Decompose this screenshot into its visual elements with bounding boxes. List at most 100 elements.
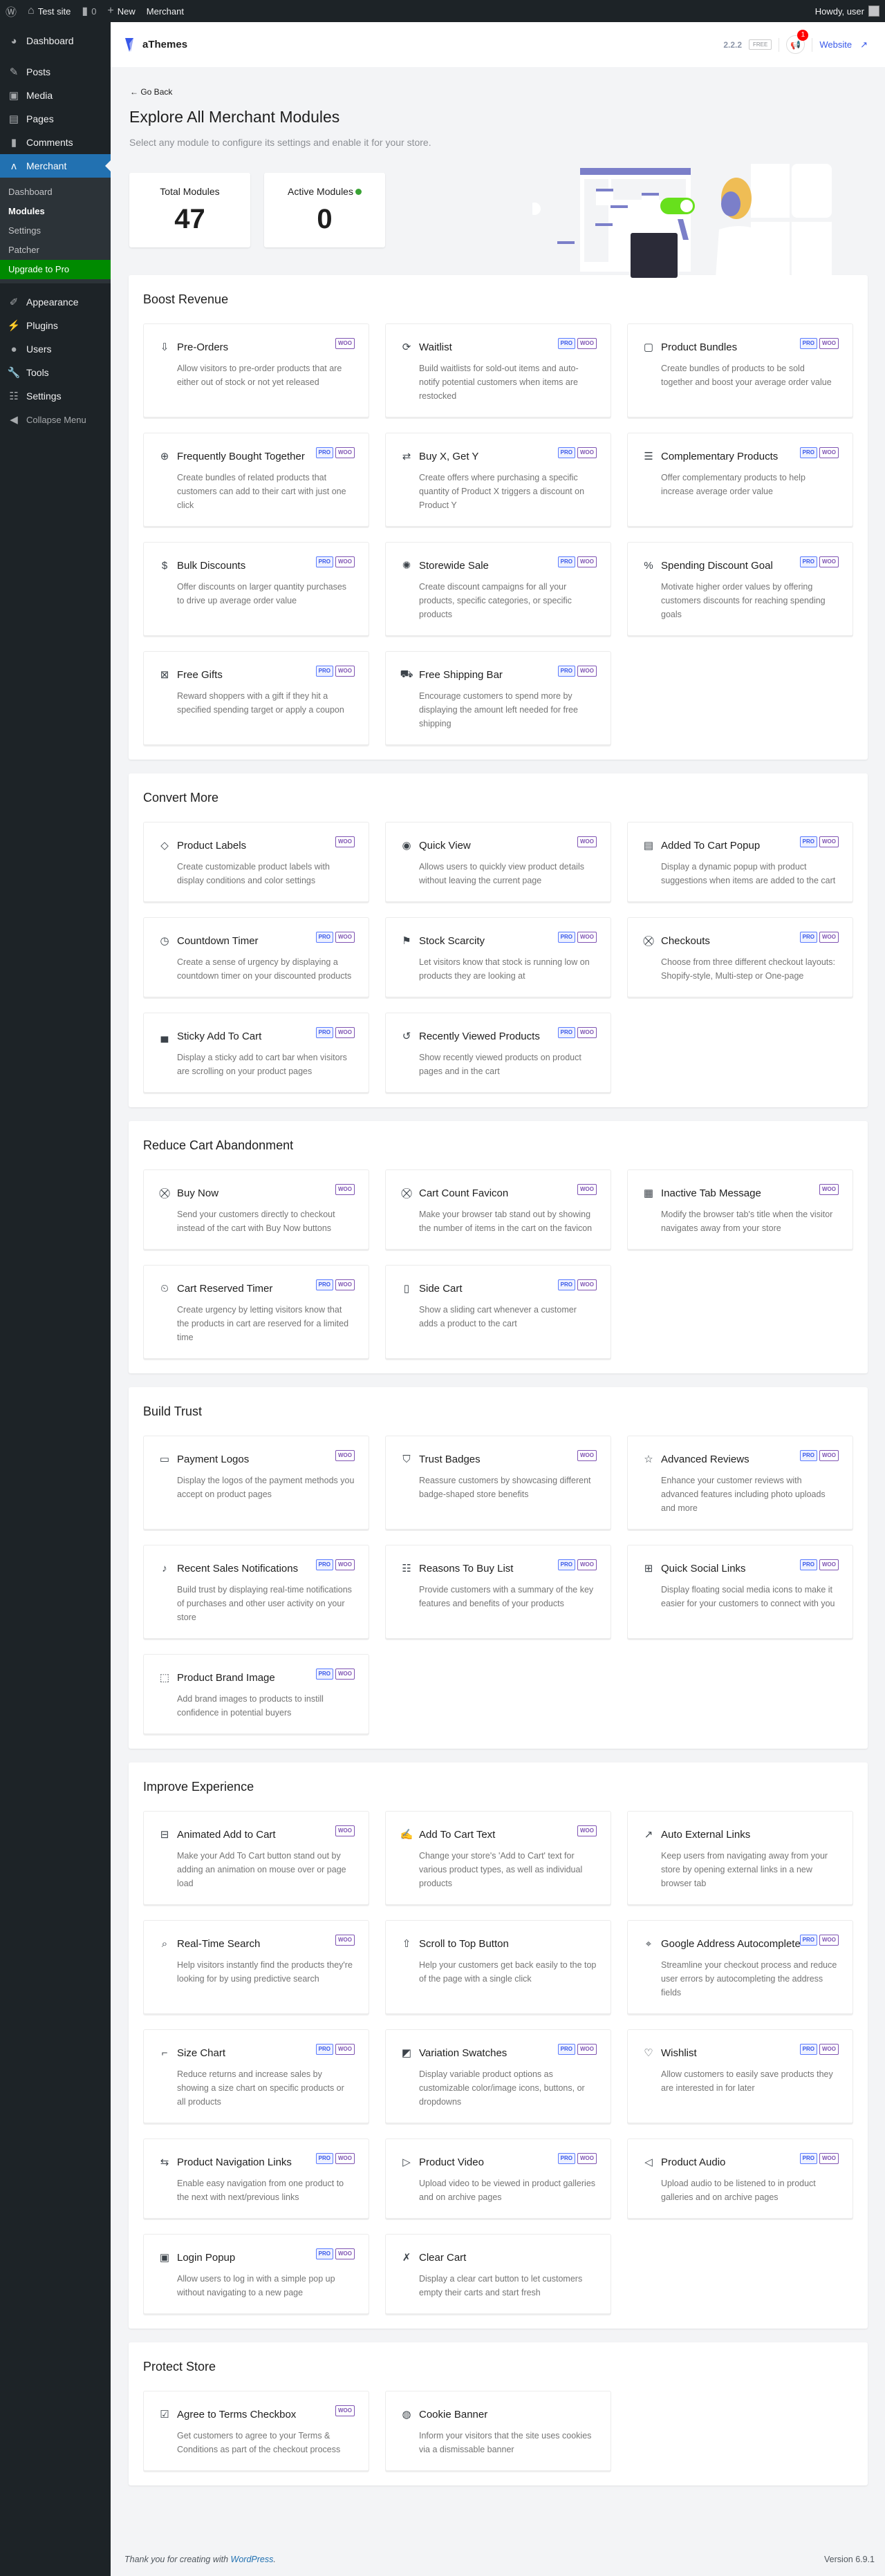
new-content-menu[interactable]: + New [102,0,140,22]
module-card[interactable]: ▣ Login Popup PRO WOO Allow users to log in … [143,2234,369,2314]
sidebar-item-media[interactable]: ▣ Media [0,84,111,107]
module-card[interactable]: ⊠ Free Gifts PRO WOO Reward shoppers with a … [143,651,369,745]
submenu-settings[interactable]: Settings [8,225,41,236]
module-title: Payment Logos [177,1453,250,1465]
module-card[interactable]: ▷ Product Video PRO WOO Upload video to be v… [385,2138,611,2219]
module-card[interactable]: ⌕ Real-Time Search WOO Help visitors instan… [143,1920,369,2014]
merchant-bar-link[interactable]: Merchant [141,0,189,22]
module-card[interactable]: ✗ Clear Cart Display a clear cart button t… [385,2234,611,2314]
module-card[interactable]: ⇩ Pre-Orders WOO Allow visitors to pre-orde… [143,323,369,417]
module-card[interactable]: ⛒ Cart Count Favicon WOO Make your browser … [385,1169,611,1250]
module-card[interactable]: ⛟ Free Shipping Bar PRO WOO Encourage custom… [385,651,611,745]
submenu-patcher[interactable]: Patcher [8,245,39,255]
comments-link[interactable]: ▮ 0 [76,0,102,22]
sidebar-item-users[interactable]: ● Users [0,337,111,361]
module-badges: PRO WOO [557,447,597,458]
page-subtitle: Select any module to configure its setti… [129,137,431,148]
section-title: Protect Store [143,2360,216,2373]
sidebar-item-plugins[interactable]: ⚡ Plugins [0,314,111,337]
map-pin-icon: ⌖ [645,1937,652,1950]
sidebar-item-comments[interactable]: ▮ Comments [0,131,111,154]
pro-badge: PRO [557,666,575,677]
module-card[interactable]: ☑ Agree to Terms Checkbox WOO Get customers… [143,2391,369,2471]
module-card[interactable]: ☆ Advanced Reviews PRO WOO Enhance your cust… [627,1436,853,1530]
submenu-modules[interactable]: Modules [8,206,45,216]
site-name-link[interactable]: ⌂ Test site [22,0,76,22]
module-card[interactable]: ⛒ Checkouts PRO WOO Choose from three differ… [627,917,853,997]
sidebar-item-pages[interactable]: ▤ Pages [0,107,111,131]
module-card[interactable]: ▦ Inactive Tab Message WOO Modify the brows… [627,1169,853,1250]
sidebar-item-appearance[interactable]: ✐ Appearance [0,290,111,314]
module-section: Reduce Cart Abandonment ⛒ Buy Now WOO Send y… [129,1121,868,1373]
module-card[interactable]: ◍ Cookie Banner Inform your visitors that … [385,2391,611,2471]
module-card[interactable]: $ Bulk Discounts PRO WOO Offer discounts on … [143,542,369,636]
sidebar-item-settings[interactable]: ☷ Settings [0,384,111,408]
module-card[interactable]: ⊞ Quick Social Links PRO WOO Display floatin… [627,1545,853,1639]
module-title: Quick Social Links [661,1562,746,1574]
module-card[interactable]: ⇧ Scroll to Top Button Help your customers… [385,1920,611,2014]
module-card[interactable]: ☰ Complementary Products PRO WOO Offer compl… [627,433,853,527]
submenu-upgrade-to-pro[interactable]: Upgrade to Pro [0,260,111,279]
module-card[interactable]: ✍ Add To Cart Text WOO Change your store's … [385,1811,611,1905]
sidebar-item-posts[interactable]: ✎ Posts [0,60,111,84]
collapse-menu-button[interactable]: ◀ Collapse Menu [0,408,111,431]
module-card[interactable]: ⌐ Size Chart PRO WOO Reduce returns and incr… [143,2029,369,2123]
sidebar-item-merchant[interactable]: ᴧ Merchant [0,154,111,178]
woo-badge: WOO [335,556,355,567]
website-link[interactable]: Website ↗ [819,39,868,50]
module-card[interactable]: ⇄ Buy X, Get Y PRO WOO Create offers where p… [385,433,611,527]
module-card[interactable]: ⟳ Waitlist PRO WOO Build waitlists for sold-… [385,323,611,417]
woo-badge: WOO [577,1825,597,1836]
module-card[interactable]: ♡ Wishlist PRO WOO Allow customers to easily… [627,2029,853,2123]
module-card[interactable]: ↗ Auto External Links Keep users from navi… [627,1811,853,1905]
pro-badge: PRO [315,447,333,458]
module-card-header: ⛒ Checkouts PRO WOO [642,932,839,949]
module-card[interactable]: ▯ Side Cart PRO WOO Show a sliding cart when… [385,1265,611,1359]
module-description: Create bundles of products to be sold to… [661,364,832,387]
woo-badge: WOO [335,1825,355,1836]
module-card-header: ✍ Add To Cart Text WOO [400,1825,597,1843]
admin-bar: Ⓦ ⌂ Test site ▮ 0 + New Merchant Howdy, use… [0,0,885,22]
module-description: Create urgency by letting visitors know … [177,1305,349,1342]
notifications-button[interactable]: 📢 1 [786,30,809,54]
module-card[interactable]: ✺ Storewide Sale PRO WOO Create discount cam… [385,542,611,636]
module-badges: PRO WOO [315,1668,355,1680]
pro-badge: PRO [557,1559,575,1570]
module-card[interactable]: ▢ Product Bundles PRO WOO Create bundles of … [627,323,853,417]
module-card[interactable]: ⚑ Stock Scarcity PRO WOO Let visitors know t… [385,917,611,997]
module-card[interactable]: ◇ Product Labels WOO Create customizable pr… [143,822,369,902]
wp-logo-menu[interactable]: Ⓦ [0,0,22,22]
module-card[interactable]: ◁ Product Audio PRO WOO Upload audio to be l… [627,2138,853,2219]
module-card[interactable]: ◉ Quick View WOO Allows users to quickly vi… [385,822,611,902]
module-card-header: ▷ Product Video PRO WOO [400,2153,597,2170]
module-card[interactable]: ⛉ Trust Badges WOO Reassure customers by sh… [385,1436,611,1530]
module-card-header: ☰ Complementary Products PRO WOO [642,447,839,464]
module-card[interactable]: ⬚ Product Brand Image PRO WOO Add brand imag… [143,1654,369,1734]
box-icon: ▢ [643,341,654,353]
module-card[interactable]: ⊟ Animated Add to Cart WOO Make your Add To… [143,1811,369,1905]
module-card[interactable]: ◩ Variation Swatches PRO WOO Display variabl… [385,2029,611,2123]
module-card[interactable]: ☷ Reasons To Buy List PRO WOO Provide custom… [385,1545,611,1639]
module-card[interactable]: ▤ Added To Cart Popup PRO WOO Display a dyna… [627,822,853,902]
woo-badge: WOO [819,1559,839,1570]
module-card[interactable]: ⛒ Buy Now WOO Send your customers directly … [143,1169,369,1250]
module-card-header: ⇆ Product Navigation Links PRO WOO [158,2153,355,2170]
module-card[interactable]: ▭ Payment Logos WOO Display the logos of th… [143,1436,369,1530]
sidebar-item-dashboard[interactable]: ◕ Dashboard [0,29,111,53]
module-card[interactable]: ◷ Countdown Timer PRO WOO Create a sense of … [143,917,369,997]
go-back-link[interactable]: ← Go Back [130,87,172,97]
module-card[interactable]: ⌖ Google Address Autocomplete PRO WOO Stream… [627,1920,853,2014]
module-card[interactable]: ⊕ Frequently Bought Together PRO WOO Create … [143,433,369,527]
module-card[interactable]: ⇆ Product Navigation Links PRO WOO Enable ea… [143,2138,369,2219]
module-description: Reward shoppers with a gift if they hit … [177,691,344,715]
module-card[interactable]: ⏲ Cart Reserved Timer PRO WOO Create urgency… [143,1265,369,1359]
module-card[interactable]: ▄ Sticky Add To Cart PRO WOO Display a stick… [143,1013,369,1093]
module-card[interactable]: ↺ Recently Viewed Products PRO WOO Show rece… [385,1013,611,1093]
module-card[interactable]: % Spending Discount Goal PRO WOO Motivate hi… [627,542,853,636]
account-menu[interactable]: Howdy, user [815,6,885,17]
wordpress-link[interactable]: WordPress [230,2555,274,2564]
module-card[interactable]: ♪ Recent Sales Notifications PRO WOO Build t… [143,1545,369,1639]
sidebar-item-tools[interactable]: 🔧 Tools [0,361,111,384]
section-title: Convert More [143,791,219,805]
submenu-dashboard[interactable]: Dashboard [8,187,53,197]
